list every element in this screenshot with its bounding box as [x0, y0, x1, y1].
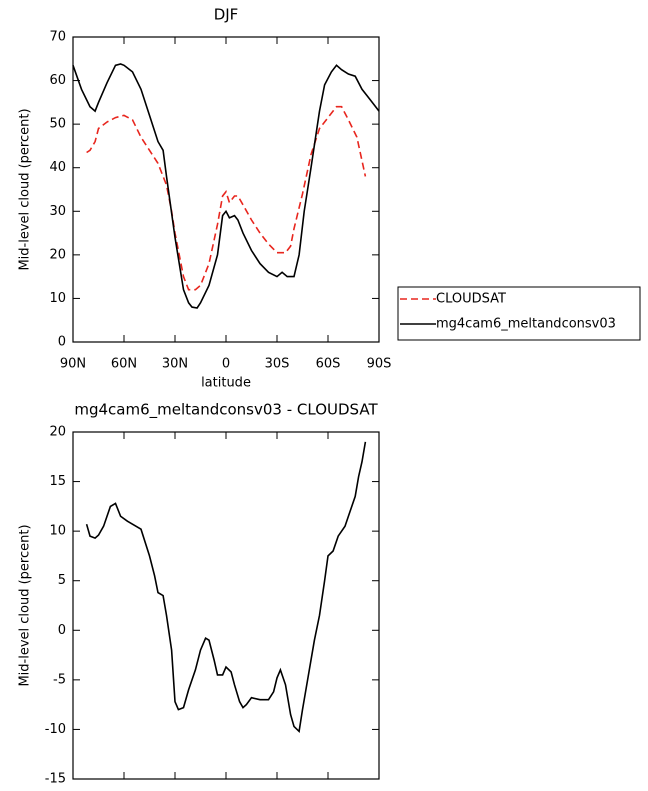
- legend-label: CLOUDSAT: [436, 292, 506, 307]
- data-line: [86, 105, 367, 291]
- x-tick-label: 30S: [265, 357, 290, 372]
- y-tick-label: -10: [45, 722, 66, 737]
- chart-title: mg4cam6_meltandconsv03 - CLOUDSAT: [74, 401, 378, 420]
- y-axis-label: Mid-level cloud (percent): [18, 108, 33, 270]
- x-tick-label: 30N: [162, 357, 188, 372]
- plot-frame: [72, 431, 380, 780]
- x-axis-label: latitude: [201, 376, 251, 391]
- y-tick-label: -5: [53, 672, 66, 687]
- legend-box: [397, 286, 641, 341]
- x-tick-label: 60S: [316, 357, 341, 372]
- x-tick-label: 60N: [111, 357, 137, 372]
- y-tick-label: 10: [49, 524, 66, 539]
- data-line: [85, 441, 367, 734]
- y-tick-label: 15: [49, 474, 66, 489]
- y-tick-label: 20: [49, 247, 66, 262]
- plot-frame: [72, 36, 380, 343]
- y-tick-label: 0: [58, 623, 66, 638]
- data-line: [72, 63, 380, 309]
- y-tick-label: 40: [49, 160, 66, 175]
- y-tick-label: 5: [58, 573, 66, 588]
- y-tick-label: 20: [49, 425, 66, 440]
- x-tick-label: 90N: [60, 357, 86, 372]
- y-tick-label: 50: [49, 117, 66, 132]
- y-tick-label: 60: [49, 73, 66, 88]
- chart-title: DJF: [214, 6, 239, 24]
- y-tick-label: 0: [58, 335, 66, 350]
- legend-label: mg4cam6_meltandconsv03: [436, 317, 616, 332]
- y-tick-label: 70: [49, 30, 66, 45]
- x-tick-label: 90S: [367, 357, 392, 372]
- y-tick-label: 10: [49, 291, 66, 306]
- y-tick-label: 30: [49, 204, 66, 219]
- x-tick-label: 0: [222, 357, 230, 372]
- y-tick-label: -15: [45, 772, 66, 787]
- y-axis-label: Mid-level cloud (percent): [18, 524, 33, 686]
